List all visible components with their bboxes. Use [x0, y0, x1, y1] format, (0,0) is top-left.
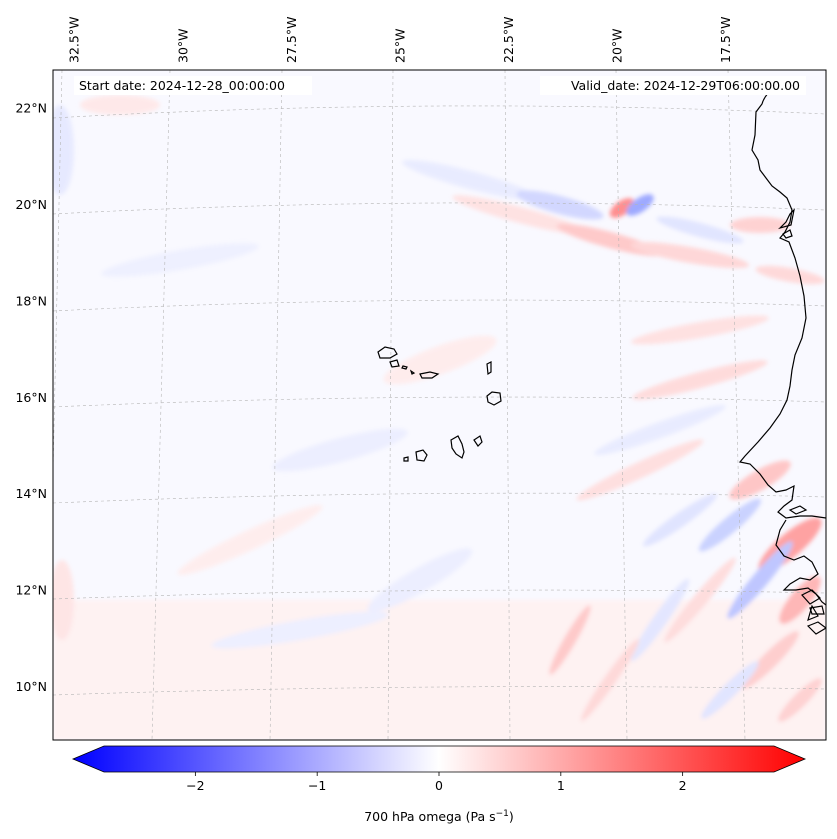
- lat-label: 14°N: [15, 486, 47, 501]
- lon-label: 32.5°W: [67, 17, 82, 63]
- start-date-box: Start date: 2024-12-28_00:00:00: [74, 76, 312, 95]
- map-axes: Start date: 2024-12-28_00:00:00 Valid_da…: [52, 69, 827, 741]
- colorbar-label: 700 hPa omega (Pa s−1): [364, 809, 514, 824]
- colorbar-tick-label: −1: [308, 778, 326, 793]
- lat-label: 20°N: [15, 197, 47, 212]
- lat-label: 10°N: [15, 679, 47, 694]
- omega-field: [53, 95, 826, 740]
- start-date: Start date: 2024-12-28_00:00:00: [79, 78, 285, 93]
- lat-label: 16°N: [15, 390, 47, 405]
- lat-label: 12°N: [15, 583, 47, 598]
- colorbar-tick-label: 1: [557, 778, 565, 793]
- colorbar-bar: [71, 745, 807, 773]
- lon-label: 25°W: [392, 28, 407, 63]
- coastlines: [377, 81, 826, 635]
- lon-label: 20°W: [610, 28, 625, 63]
- lon-label: 30°W: [175, 28, 190, 63]
- valid-date-box: Valid_date: 2024-12-29T06:00:00.00: [540, 76, 806, 95]
- colorbar-tick-label: 0: [435, 778, 443, 793]
- cape-verde-islands: [377, 346, 502, 462]
- colorbar-ticks: −2 −1 0 1 2: [186, 772, 687, 793]
- lon-label: 27.5°W: [284, 17, 299, 63]
- lat-label: 22°N: [15, 101, 47, 116]
- lat-label: 18°N: [15, 293, 47, 308]
- longitude-labels: 32.5°W 30°W 27.5°W 25°W 22.5°W 20°W 17.5°W: [67, 17, 733, 63]
- map-frame: [52, 69, 827, 741]
- graticule: [53, 70, 826, 740]
- lon-label: 22.5°W: [501, 17, 516, 63]
- colorbar-tick-label: 2: [679, 778, 687, 793]
- valid-date: Valid_date: 2024-12-29T06:00:00.00: [571, 78, 800, 93]
- lon-label: 17.5°W: [718, 17, 733, 63]
- colorbar: −2 −1 0 1 2 700 hPa omega (Pa s−1): [71, 745, 807, 824]
- colorbar-tick-label: −2: [186, 778, 204, 793]
- latitude-labels: 22°N 20°N 18°N 16°N 14°N 12°N 10°N: [15, 101, 47, 694]
